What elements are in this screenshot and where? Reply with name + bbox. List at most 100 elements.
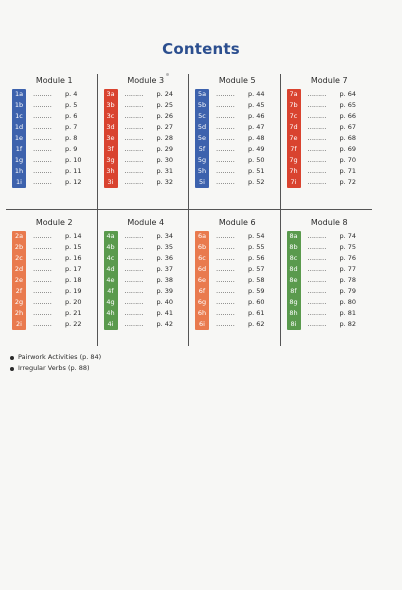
lesson-entry[interactable]: 5c ……… p. 46	[198, 111, 274, 122]
lesson-entry[interactable]: 6f ……… p. 59	[199, 286, 274, 297]
lesson-entry[interactable]: 4c ……… p. 36	[107, 253, 183, 264]
lesson-entry[interactable]: 5f ……… p. 49	[199, 144, 274, 155]
lesson-entry[interactable]: 3e ……… p. 28	[106, 133, 183, 144]
module-block: Module 6 6a ……… p. 54 6b ……… p. 55 6c ……… p. 56 6d…	[189, 210, 281, 346]
lesson-entry[interactable]: 8f ……… p. 79	[290, 286, 367, 297]
lesson-entry[interactable]: 1i ……… p. 12	[16, 177, 91, 188]
leader-dots: ………	[216, 134, 235, 142]
lesson-entry[interactable]: 1a ……… p. 4	[15, 89, 91, 100]
lesson-entry[interactable]: 6c ……… p. 56	[198, 253, 274, 264]
lesson-entry[interactable]: 4d ……… p. 37	[106, 264, 183, 275]
lesson-entry[interactable]: 7e ……… p. 68	[289, 133, 367, 144]
lesson-entry[interactable]: 5h ……… p. 51	[198, 166, 274, 177]
leader-dots: ………	[307, 145, 327, 153]
lesson-entry[interactable]: 3a ……… p. 24	[106, 89, 183, 100]
lesson-entry[interactable]: 4b ……… p. 35	[106, 242, 183, 253]
lesson-entry[interactable]: 8a ……… p. 74	[289, 231, 367, 242]
page-number: p. 26	[156, 112, 174, 120]
lesson-entry[interactable]: 2e ……… p. 18	[15, 275, 91, 286]
lesson-entry[interactable]: 2h ……… p. 21	[15, 308, 91, 319]
leader-dots: ………	[216, 320, 235, 328]
lesson-code: 5g	[197, 156, 207, 164]
leader-dots: ………	[307, 112, 327, 120]
page-number: p. 70	[339, 156, 357, 164]
lesson-entry[interactable]: 8g ……… p. 80	[289, 297, 367, 308]
lesson-entry[interactable]: 8c ……… p. 76	[290, 253, 367, 264]
lesson-entry[interactable]: 1h ……… p. 11	[15, 166, 91, 177]
lesson-entry[interactable]: 8e ……… p. 78	[289, 275, 367, 286]
lesson-code: 2d	[14, 265, 24, 273]
lesson-entry[interactable]: 4e ……… p. 38	[106, 275, 183, 286]
lesson-entry[interactable]: 4h ……… p. 41	[106, 308, 183, 319]
lesson-entry[interactable]: 4a ……… p. 34	[106, 231, 183, 242]
lesson-entry[interactable]: 8h ……… p. 81	[289, 308, 367, 319]
lesson-entry[interactable]: 5g ……… p. 50	[198, 155, 274, 166]
lesson-entry[interactable]: 1d ……… p. 7	[15, 122, 91, 133]
lesson-entry[interactable]: 7b ……… p. 65	[289, 100, 367, 111]
appendix-item[interactable]: Irregular Verbs (p. 88)	[10, 363, 101, 374]
lesson-entry[interactable]: 7i ……… p. 72	[291, 177, 367, 188]
page-number: p. 76	[339, 254, 357, 262]
lesson-entry[interactable]: 2g ……… p. 20	[15, 297, 91, 308]
lesson-entry[interactable]: 5i ……… p. 52	[199, 177, 274, 188]
leader-dots: ………	[33, 134, 52, 142]
lesson-entry[interactable]: 3g ……… p. 30	[106, 155, 183, 166]
lesson-entry[interactable]: 2d ……… p. 17	[15, 264, 91, 275]
leader-dots: ………	[307, 232, 327, 240]
lesson-entry[interactable]: 8i ……… p. 82	[291, 319, 367, 330]
leader-dots: ………	[216, 145, 235, 153]
lesson-entry[interactable]: 7g ……… p. 70	[289, 155, 367, 166]
lesson-entry[interactable]: 3h ……… p. 31	[106, 166, 183, 177]
lesson-entry[interactable]: 1f ……… p. 9	[16, 144, 91, 155]
lesson-entry[interactable]: 8b ……… p. 75	[289, 242, 367, 253]
lesson-entry[interactable]: 7f ……… p. 69	[290, 144, 367, 155]
page-number: p. 75	[339, 243, 357, 251]
lesson-entry[interactable]: 3f ……… p. 29	[107, 144, 183, 155]
lesson-code: 5f	[198, 145, 206, 153]
lesson-entry[interactable]: 5a ……… p. 44	[198, 89, 274, 100]
page-number: p. 61	[248, 309, 265, 317]
page-number: p. 34	[156, 232, 174, 240]
lesson-entry[interactable]: 1b ……… p. 5	[15, 100, 91, 111]
lesson-entry[interactable]: 6b ……… p. 55	[198, 242, 274, 253]
lesson-entry[interactable]: 2f ……… p. 19	[16, 286, 91, 297]
lesson-entry[interactable]: 2b ……… p. 15	[15, 242, 91, 253]
lesson-entry[interactable]: 6i ……… p. 62	[199, 319, 274, 330]
lesson-entry[interactable]: 4g ……… p. 40	[106, 297, 183, 308]
lesson-code: 5b	[197, 101, 207, 109]
lesson-entry[interactable]: 5d ……… p. 47	[198, 122, 274, 133]
lesson-entry[interactable]: 5b ……… p. 45	[198, 100, 274, 111]
lesson-entry[interactable]: 7h ……… p. 71	[289, 166, 367, 177]
lesson-entry[interactable]: 3c ……… p. 26	[107, 111, 183, 122]
page-title: Contents	[162, 40, 240, 58]
lesson-entry[interactable]: 5e ……… p. 48	[198, 133, 274, 144]
lesson-entry[interactable]: 4f ……… p. 39	[107, 286, 183, 297]
lesson-entry[interactable]: 8d ……… p. 77	[289, 264, 367, 275]
lesson-code: 8h	[289, 309, 298, 317]
lesson-entry[interactable]: 2c ……… p. 16	[15, 253, 91, 264]
leader-dots: ………	[124, 243, 144, 251]
page-number: p. 38	[156, 276, 174, 284]
lesson-entry[interactable]: 4i ……… p. 42	[108, 319, 183, 330]
leader-dots: ………	[124, 90, 144, 98]
page-number: p. 77	[339, 265, 357, 273]
lesson-entry[interactable]: 6g ……… p. 60	[198, 297, 274, 308]
page-number: p. 52	[248, 178, 265, 186]
lesson-entry[interactable]: 6a ……… p. 54	[198, 231, 274, 242]
lesson-code: 1a	[14, 90, 24, 98]
lesson-entry[interactable]: 6h ……… p. 61	[198, 308, 274, 319]
lesson-entry[interactable]: 7a ……… p. 64	[289, 89, 367, 100]
lesson-entry[interactable]: 6e ……… p. 58	[198, 275, 274, 286]
lesson-entry[interactable]: 1e ……… p. 8	[15, 133, 91, 144]
lesson-entry[interactable]: 1c ……… p. 6	[15, 111, 91, 122]
lesson-entry[interactable]: 3b ……… p. 25	[106, 100, 183, 111]
lesson-entry[interactable]: 1g ……… p. 10	[15, 155, 91, 166]
lesson-entry[interactable]: 7c ……… p. 66	[290, 111, 367, 122]
appendix-item[interactable]: Pairwork Activities (p. 84)	[10, 352, 101, 363]
lesson-entry[interactable]: 3d ……… p. 27	[106, 122, 183, 133]
lesson-entry[interactable]: 2i ……… p. 22	[16, 319, 91, 330]
lesson-entry[interactable]: 3i ……… p. 32	[108, 177, 183, 188]
lesson-entry[interactable]: 7d ……… p. 67	[289, 122, 367, 133]
lesson-entry[interactable]: 6d ……… p. 57	[198, 264, 274, 275]
lesson-entry[interactable]: 2a ……… p. 14	[15, 231, 91, 242]
